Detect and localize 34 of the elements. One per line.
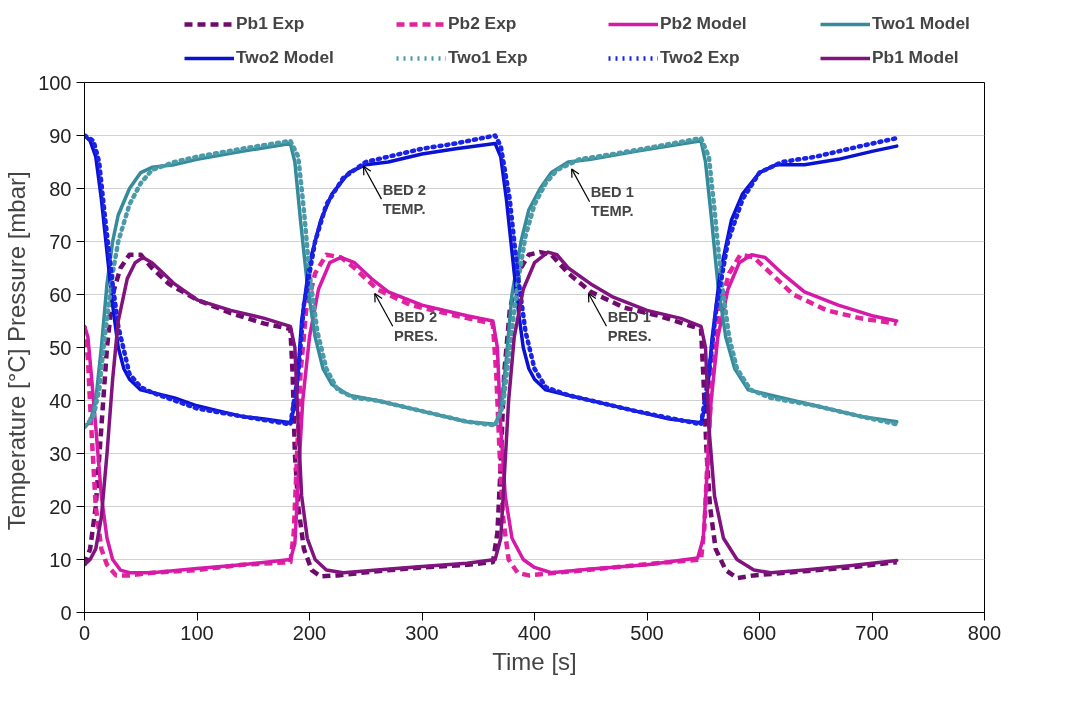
y-tick-label: 0 bbox=[60, 601, 72, 624]
legend-label: Pb2 Exp bbox=[448, 13, 518, 34]
legend-label: Two1 Model bbox=[872, 13, 971, 34]
y-tick-label: 90 bbox=[49, 124, 72, 147]
annotation: BED 1 TEMP. bbox=[590, 184, 634, 220]
y-tick-label: 80 bbox=[49, 177, 72, 200]
x-tick-label: 300 bbox=[405, 621, 439, 644]
legend-label: Pb1 Exp bbox=[236, 13, 306, 34]
y-tick-label: 60 bbox=[49, 283, 72, 306]
annotation: BED 2 TEMP. bbox=[382, 181, 426, 217]
annotation: BED 1 PRES. bbox=[607, 308, 652, 344]
legend-label: Two1 Exp bbox=[448, 47, 529, 68]
y-tick-label: 50 bbox=[49, 336, 72, 359]
x-tick-label: 700 bbox=[855, 621, 889, 644]
y-tick-label: 10 bbox=[49, 548, 72, 571]
x-tick-label: 500 bbox=[630, 621, 664, 644]
y-axis-title: Temperature [°C] Pressure [mbar] bbox=[3, 171, 31, 531]
y-tick-label: 40 bbox=[49, 389, 72, 412]
x-tick-label: 800 bbox=[967, 621, 1002, 644]
legend-label: Pb1 Model bbox=[872, 47, 960, 68]
y-tick-label: 30 bbox=[49, 442, 72, 465]
y-tick-label: 20 bbox=[49, 495, 72, 518]
x-tick-label: 400 bbox=[517, 621, 552, 644]
legend-label: Pb2 Model bbox=[660, 13, 748, 34]
x-axis-title: Time [s] bbox=[492, 647, 577, 675]
x-tick-label: 0 bbox=[78, 621, 91, 644]
x-tick-label: 200 bbox=[292, 621, 327, 644]
legend-label: Two2 Model bbox=[236, 47, 335, 68]
x-tick-label: 100 bbox=[180, 621, 214, 644]
annotation: BED 2 PRES. bbox=[393, 308, 438, 344]
y-tick-label: 70 bbox=[49, 230, 72, 253]
x-tick-label: 600 bbox=[742, 621, 777, 644]
y-tick-label: 100 bbox=[38, 71, 72, 94]
legend-label: Two2 Exp bbox=[660, 47, 741, 68]
